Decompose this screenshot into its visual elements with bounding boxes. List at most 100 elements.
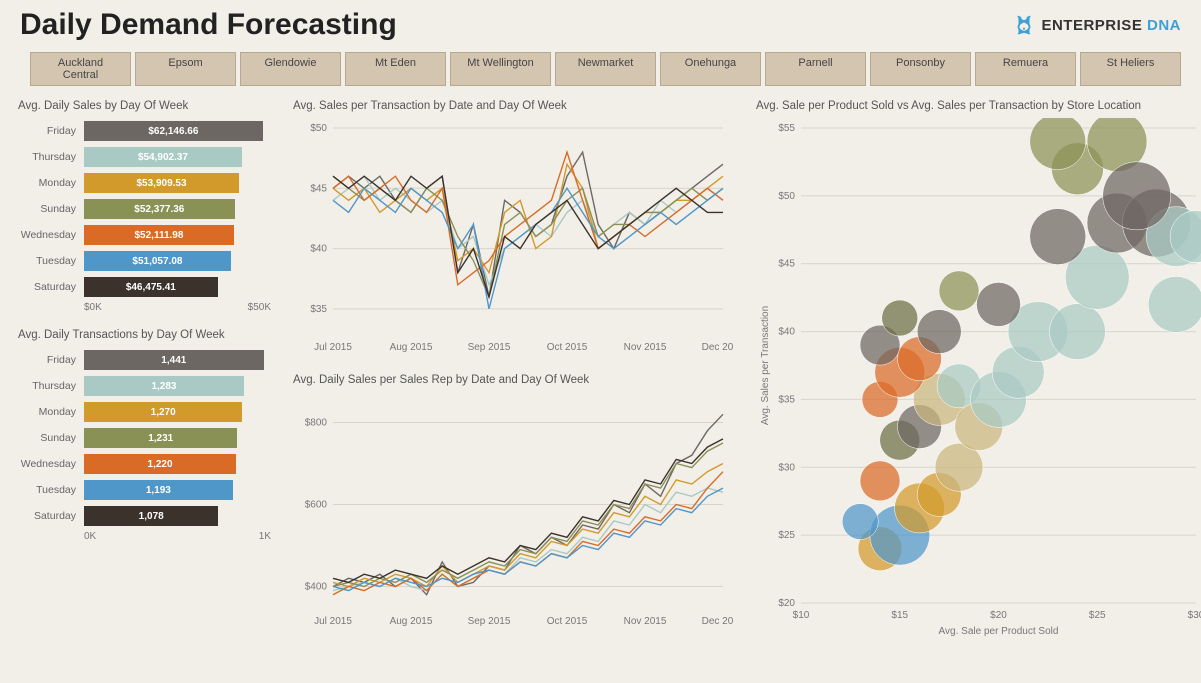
bar-day-label: Tuesday [18,255,80,267]
bar-value: $52,111.98 [84,225,234,245]
tab-onehunga[interactable]: Onehunga [660,52,761,86]
bar-row[interactable]: Saturday 1,078 [18,503,271,529]
scatter-point[interactable] [860,461,900,501]
bar-value: $53,909.53 [84,173,239,193]
tab-parnell[interactable]: Parnell [765,52,866,86]
tab-newmarket[interactable]: Newmarket [555,52,656,86]
series-thursday[interactable] [333,488,723,590]
svg-text:Oct 2015: Oct 2015 [547,342,588,353]
bar-day-label: Friday [18,354,80,366]
line-chart-sales-per-tx: Avg. Sales per Transaction by Date and D… [285,96,740,362]
line-chart-svg: $35$40$45$50Jul 2015Aug 2015Sep 2015Oct … [293,118,733,358]
scatter-chart-svg: $20$25$30$35$40$45$50$55$10$15$20$25$30A… [756,118,1201,638]
bar-axis: 0K1K [18,529,271,542]
svg-text:$30: $30 [1188,610,1201,621]
svg-text:$20: $20 [778,598,795,609]
header: Daily Demand Forecasting ENTERPRISE DNA [0,0,1201,46]
tab-mt-wellington[interactable]: Mt Wellington [450,52,551,86]
bar-value: $51,057.08 [84,251,231,271]
bar-value: 1,283 [84,376,244,396]
chart-title: Avg. Daily Sales per Sales Rep by Date a… [293,374,732,386]
svg-text:$20: $20 [990,610,1007,621]
svg-text:$25: $25 [1089,610,1106,621]
svg-text:$35: $35 [778,394,795,405]
scatter-point[interactable] [1148,276,1201,332]
bar-row[interactable]: Tuesday $51,057.08 [18,248,271,274]
bar-row[interactable]: Thursday 1,283 [18,373,271,399]
scatter-point[interactable] [1103,162,1171,230]
svg-text:Oct 2015: Oct 2015 [547,616,588,627]
svg-text:Dec 2015: Dec 2015 [702,616,733,627]
svg-text:$50: $50 [310,123,327,134]
svg-text:Avg. Sales per Transaction: Avg. Sales per Transaction [760,306,771,425]
bar-row[interactable]: Wednesday 1,220 [18,451,271,477]
tab-epsom[interactable]: Epsom [135,52,236,86]
bar-row[interactable]: Tuesday1,193 [18,477,271,503]
location-tabs: Auckland CentralEpsomGlendowieMt EdenMt … [0,46,1201,96]
bar-value: 1,078 [84,506,218,526]
brand-logo: ENTERPRISE DNA [1013,14,1181,36]
bar-day-label: Thursday [18,380,80,392]
series-wednesday[interactable] [333,152,723,285]
bar-day-label: Wednesday [18,458,80,470]
bar-day-label: Sunday [18,203,80,215]
svg-text:Avg. Sale per Product Sold: Avg. Sale per Product Sold [939,626,1059,637]
tab-glendowie[interactable]: Glendowie [240,52,341,86]
bar-row[interactable]: Friday $62,146.66 [18,118,271,144]
bar-row[interactable]: Wednesday $52,111.98 [18,222,271,248]
bar-day-label: Friday [18,125,80,137]
tab-ponsonby[interactable]: Ponsonby [870,52,971,86]
bar-row[interactable]: Sunday1,231 [18,425,271,451]
svg-text:Jul 2015: Jul 2015 [314,342,352,353]
bar-value: $52,377.36 [84,199,235,219]
chart-title: Avg. Sale per Product Sold vs Avg. Sales… [756,100,1200,112]
svg-text:$10: $10 [793,610,810,621]
brand-text: ENTERPRISE DNA [1041,17,1181,34]
bar-row[interactable]: Thursday$54,902.37 [18,144,271,170]
bar-value: $54,902.37 [84,147,242,167]
tab-mt-eden[interactable]: Mt Eden [345,52,446,86]
scatter-point[interactable] [882,300,918,336]
scatter-point[interactable] [917,310,961,354]
bar-value: 1,220 [84,454,236,474]
svg-text:$50: $50 [778,191,795,202]
svg-text:Jul 2015: Jul 2015 [314,616,352,627]
bar-value: $62,146.66 [84,121,263,141]
bar-row[interactable]: Monday $53,909.53 [18,170,271,196]
scatter-point[interactable] [1050,304,1106,360]
bar-day-label: Saturday [18,510,80,522]
dna-icon [1013,14,1035,36]
bar-row[interactable]: Monday1,270 [18,399,271,425]
chart-title: Avg. Daily Transactions by Day Of Week [18,329,271,341]
svg-text:$30: $30 [778,462,795,473]
bar-value: $46,475.41 [84,277,218,297]
svg-text:$600: $600 [305,500,328,511]
bar-day-label: Tuesday [18,484,80,496]
svg-text:Nov 2015: Nov 2015 [624,616,667,627]
tab-st-heliers[interactable]: St Heliers [1080,52,1181,86]
scatter-point[interactable] [842,504,878,540]
svg-text:Nov 2015: Nov 2015 [624,342,667,353]
svg-text:$55: $55 [778,123,795,134]
scatter-point[interactable] [939,271,979,311]
svg-text:$400: $400 [305,582,328,593]
scatter-point[interactable] [1030,209,1086,265]
svg-text:$40: $40 [310,244,327,255]
scatter-point[interactable] [1030,118,1086,170]
series-tuesday[interactable] [333,488,723,590]
svg-text:Dec 2015: Dec 2015 [702,342,733,353]
tab-auckland-central[interactable]: Auckland Central [30,52,131,86]
bar-row[interactable]: Sunday $52,377.36 [18,196,271,222]
tab-remuera[interactable]: Remuera [975,52,1076,86]
bar-day-label: Wednesday [18,229,80,241]
chart-title: Avg. Sales per Transaction by Date and D… [293,100,732,112]
svg-text:$15: $15 [891,610,908,621]
page-title: Daily Demand Forecasting [20,8,397,42]
bar-day-label: Monday [18,177,80,189]
series-saturday[interactable] [333,439,723,583]
scatter-point[interactable] [977,282,1021,326]
svg-text:$45: $45 [310,183,327,194]
bar-row[interactable]: Friday1,441 [18,347,271,373]
bar-row[interactable]: Saturday$46,475.41 [18,274,271,300]
series-sunday[interactable] [333,443,723,587]
